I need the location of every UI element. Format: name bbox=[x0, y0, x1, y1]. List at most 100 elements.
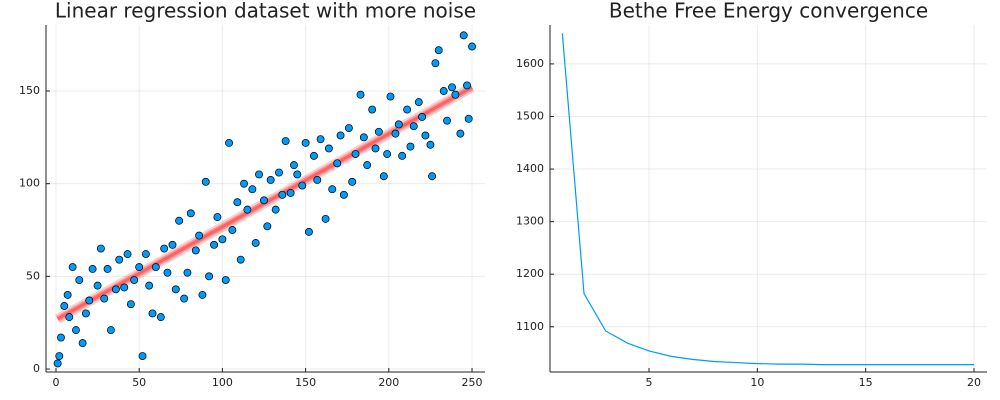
scatter-point bbox=[428, 172, 437, 181]
scatter-point bbox=[336, 131, 345, 140]
scatter-point bbox=[63, 290, 72, 299]
scatter-point bbox=[293, 170, 302, 179]
scatter-point bbox=[151, 263, 160, 272]
scatter-point bbox=[464, 114, 473, 123]
scatter-point bbox=[316, 135, 325, 144]
scatter-point bbox=[115, 255, 124, 264]
scatter-point bbox=[210, 240, 219, 249]
scatter-point bbox=[255, 170, 263, 179]
scatter-point bbox=[391, 129, 400, 138]
x-tick-label: 15 bbox=[859, 376, 873, 389]
y-tick-label: 1200 bbox=[516, 267, 544, 280]
scatter-point bbox=[53, 359, 62, 368]
y-tick-label: 150 bbox=[19, 84, 40, 97]
scatter-point bbox=[281, 137, 290, 145]
scatter-point bbox=[96, 244, 105, 253]
scatter-point bbox=[72, 326, 80, 335]
x-tick-label: 200 bbox=[378, 376, 399, 389]
subplot-title: Linear regression dataset with more nois… bbox=[55, 0, 476, 23]
scatter-point bbox=[141, 250, 150, 259]
scatter-point bbox=[60, 302, 69, 310]
scatter-point bbox=[111, 285, 120, 294]
scatter-point bbox=[55, 352, 64, 361]
scatter-point bbox=[126, 300, 135, 309]
scatter-point bbox=[180, 294, 189, 303]
scatter-point bbox=[251, 239, 260, 247]
scatter-point bbox=[100, 294, 109, 303]
scatter-point bbox=[163, 268, 172, 277]
scatter-point bbox=[418, 112, 427, 121]
scatter-point bbox=[278, 190, 287, 199]
scatter-point bbox=[103, 264, 112, 273]
scatter-point bbox=[459, 31, 468, 40]
scatter-point bbox=[81, 309, 90, 318]
scatter-point bbox=[409, 122, 418, 131]
scatter-point bbox=[240, 179, 248, 188]
scatter-point bbox=[191, 246, 200, 255]
scatter-point bbox=[183, 268, 192, 277]
scatter-point bbox=[298, 181, 307, 190]
scatter-point bbox=[398, 151, 407, 160]
scatter-point bbox=[78, 339, 87, 348]
scatter-point bbox=[448, 83, 457, 92]
scatter-point bbox=[333, 159, 342, 168]
scatter-point bbox=[351, 150, 360, 158]
scatter-point bbox=[371, 144, 380, 153]
scatter-point bbox=[379, 172, 388, 181]
scatter-point bbox=[304, 227, 313, 236]
scatter-point bbox=[57, 333, 65, 342]
scatter-point bbox=[403, 105, 412, 114]
scatter-point bbox=[225, 138, 234, 147]
y-tick-label: 100 bbox=[19, 177, 40, 190]
y-tick-label: 50 bbox=[26, 269, 40, 282]
x-tick-label: 250 bbox=[462, 376, 483, 389]
scatter-point bbox=[123, 250, 132, 259]
scatter-point bbox=[434, 46, 443, 55]
scatter-point bbox=[463, 81, 471, 90]
line-series bbox=[561, 33, 974, 366]
scatter-point bbox=[175, 216, 184, 225]
scatter-point bbox=[421, 131, 430, 140]
scatter-point bbox=[313, 176, 322, 184]
x-tick-label: 0 bbox=[52, 376, 59, 389]
scatter-point bbox=[271, 205, 280, 214]
scatter-point bbox=[201, 177, 210, 186]
scatter-point bbox=[233, 198, 242, 207]
subplot-title: Bethe Free Energy convergence bbox=[609, 0, 928, 23]
scatter-point bbox=[195, 231, 204, 240]
scatter-point bbox=[266, 176, 275, 184]
scatter-point bbox=[198, 290, 207, 299]
scatter-point bbox=[286, 188, 295, 197]
scatter-point bbox=[301, 138, 310, 147]
scatter-point bbox=[75, 276, 84, 285]
scatter-point bbox=[439, 87, 448, 95]
scatter-point bbox=[85, 296, 94, 305]
scatter-point bbox=[171, 285, 180, 294]
scatter-point bbox=[324, 144, 333, 153]
scatter-point bbox=[135, 263, 144, 272]
y-tick-label: 0 bbox=[33, 362, 40, 375]
scatter-point bbox=[339, 190, 348, 199]
scatter-point bbox=[374, 127, 383, 136]
scatter-point bbox=[368, 105, 377, 114]
scatter-point bbox=[243, 205, 252, 214]
scatter-point bbox=[443, 116, 452, 125]
scatter-point bbox=[263, 222, 272, 231]
x-tick-label: 150 bbox=[295, 376, 316, 389]
y-tick-label: 1500 bbox=[516, 109, 544, 122]
scatter-point bbox=[156, 313, 165, 322]
scatter-point bbox=[168, 240, 177, 249]
scatter-point bbox=[451, 90, 460, 99]
scatter-point bbox=[106, 326, 115, 335]
scatter-point bbox=[160, 244, 169, 253]
scatter-point bbox=[228, 226, 237, 234]
scatter-point bbox=[120, 283, 129, 292]
scatter-point bbox=[386, 92, 395, 101]
scatter-point bbox=[468, 42, 476, 51]
x-tick-label: 10 bbox=[750, 376, 764, 389]
scatter-point bbox=[260, 196, 268, 205]
scatter-point bbox=[248, 185, 257, 194]
scatter-point bbox=[456, 129, 465, 138]
scatter-point bbox=[275, 168, 283, 177]
